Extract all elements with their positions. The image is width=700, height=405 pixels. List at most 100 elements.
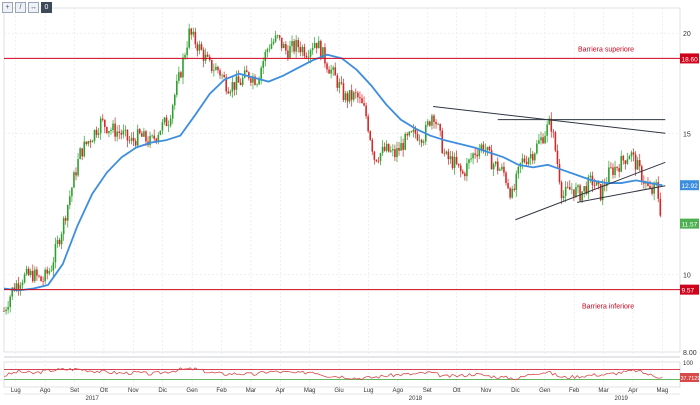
price-bar-body (160, 131, 162, 135)
price-bar-body (507, 183, 509, 188)
price-bar-body (639, 160, 641, 166)
price-bar-body (458, 164, 460, 166)
price-bar-body (345, 93, 347, 100)
price-bar-body (22, 282, 24, 285)
main-frame (4, 8, 680, 352)
price-bar-body (310, 50, 312, 56)
price-bar-body (5, 310, 7, 311)
price-bar-body (48, 271, 50, 274)
price-bar-body (110, 130, 112, 131)
price-bar-body (262, 61, 264, 68)
x-tick-label: Dic (511, 388, 520, 394)
price-bar-body (190, 29, 192, 35)
price-bar-body (429, 121, 431, 125)
price-bar-body (415, 130, 417, 134)
price-bar-body (468, 159, 470, 163)
price-bar-body (655, 182, 657, 183)
x-tick-label: Mar (246, 388, 256, 394)
price-bar-body (443, 153, 445, 154)
price-bar-body (318, 41, 320, 48)
price-bar-body (234, 82, 236, 90)
price-bar-body (497, 162, 499, 171)
price-bar-body (660, 199, 662, 216)
price-bar-body (528, 158, 530, 164)
y-tick-label: 8.00 (683, 350, 697, 357)
price-bar-body (404, 134, 406, 150)
price-bar-body (201, 44, 203, 50)
x-tick-label: Gen (186, 388, 197, 394)
price-bar-body (238, 76, 240, 82)
pencil-icon[interactable]: / (15, 2, 26, 13)
price-bar-body (369, 131, 371, 140)
price-bar-body (176, 81, 178, 95)
price-bar-body (302, 47, 304, 52)
price-bar-body (433, 116, 435, 122)
price-bar-body (583, 186, 585, 191)
zoom-icon[interactable]: + (2, 2, 13, 13)
price-bar-body (518, 167, 520, 174)
price-bar-body (330, 70, 332, 74)
price-bar-body (394, 149, 396, 157)
price-bar-body (625, 160, 627, 163)
price-bar-body (359, 97, 361, 98)
price-bar-body (501, 167, 503, 170)
price-bar-body (476, 155, 478, 156)
price-bar-body (530, 154, 532, 158)
price-bar-body (413, 130, 415, 132)
price-bar-body (503, 167, 505, 173)
price-bar-body (232, 82, 234, 92)
price-bar-body (462, 171, 464, 173)
price-bar-body (620, 156, 622, 172)
x-tick-label: Ago (392, 388, 403, 394)
lower-barrier-label: Barriera inferiore (582, 304, 634, 311)
zero-button[interactable]: 0 (41, 2, 52, 13)
price-bar-body (129, 140, 131, 141)
price-bar-body (396, 148, 398, 157)
x-tick-label: Lug (11, 388, 21, 394)
price-bar-body (79, 148, 81, 159)
price-bar-body (542, 137, 544, 143)
price-bar-body (384, 147, 386, 151)
price-bar-body (466, 163, 468, 176)
price-bar-body (240, 83, 242, 85)
price-bar-body (629, 156, 631, 159)
price-bar-body (192, 32, 194, 35)
price-bar-body (42, 281, 44, 282)
price-bar-body (188, 29, 190, 48)
price-bar-body (88, 141, 90, 144)
price-bar-body (573, 189, 575, 196)
price-bar-body (155, 139, 157, 141)
price-bar-body (452, 156, 454, 168)
price-bar-body (143, 131, 145, 136)
price-bar-body (437, 124, 439, 125)
price-bar-body (162, 122, 164, 131)
price-bar-body (120, 133, 122, 134)
price-bar-body (378, 161, 380, 162)
price-bar-body (221, 75, 223, 76)
price-bar-body (267, 49, 269, 52)
price-bar-body (326, 63, 328, 69)
price-bar-body (435, 122, 437, 124)
trendline (515, 162, 665, 219)
price-bar-body (230, 92, 232, 94)
x-tick-label: Feb (569, 388, 580, 394)
year-label: 2019 (615, 396, 629, 400)
x-tick-label: Apr (276, 388, 285, 394)
price-bar-body (522, 158, 524, 162)
price-bar-body (612, 167, 614, 175)
x-tick-label: Nov (481, 388, 492, 394)
price-bar-body (55, 244, 57, 262)
price-bar-body (448, 152, 450, 160)
price-bar-body (392, 149, 394, 150)
price-bar-body (441, 131, 443, 153)
arrows-icon[interactable]: ↔ (28, 2, 39, 13)
price-bar-body (289, 46, 291, 58)
price-bar-body (118, 132, 120, 133)
price-bar-body (487, 147, 489, 150)
x-tick-label: Ott (453, 388, 461, 394)
price-bar-body (297, 40, 299, 47)
price-bar-body (133, 138, 135, 141)
price-bar-body (20, 285, 22, 289)
oscillator-frame (4, 362, 680, 387)
price-bar-body (94, 130, 96, 141)
